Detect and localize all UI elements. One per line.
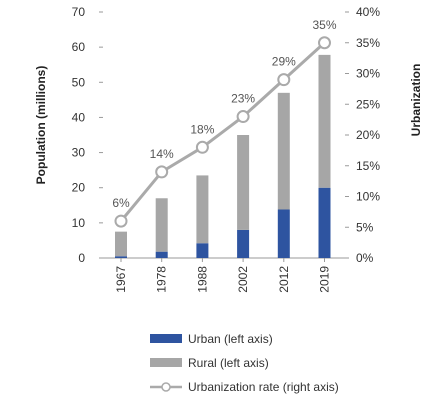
labels-layer: 6% 14% 18% 23% 29% 35% bbox=[112, 18, 337, 210]
legend-rural-label: Rural (left axis) bbox=[188, 356, 269, 370]
x-tick-label: 1967 bbox=[114, 266, 128, 293]
right-tick-label: 5% bbox=[356, 220, 374, 234]
legend-rate-marker bbox=[161, 382, 171, 392]
right-tick-label: 15% bbox=[356, 159, 380, 173]
right-axis-title: Urbanization bbox=[409, 64, 423, 137]
rate-data-label: 29% bbox=[272, 55, 296, 69]
right-tick-label: 0% bbox=[356, 251, 374, 265]
left-axis-title: Population (millions) bbox=[34, 66, 48, 185]
left-tick-label: 20 bbox=[72, 181, 86, 195]
urban-bar bbox=[155, 251, 168, 258]
x-tick-label: 2019 bbox=[318, 266, 332, 293]
left-tick-label: 30 bbox=[72, 146, 86, 160]
urbanization-line bbox=[119, 41, 326, 223]
urbanization-point bbox=[155, 165, 169, 179]
rural-bar bbox=[196, 175, 209, 244]
left-tick-label: 50 bbox=[72, 75, 86, 89]
urbanization-point bbox=[318, 36, 331, 50]
urban-bar bbox=[115, 256, 127, 258]
left-tick-label: 40 bbox=[72, 110, 86, 124]
urban-bar bbox=[318, 187, 331, 258]
x-tick-label: 2012 bbox=[277, 266, 291, 293]
urban-bar bbox=[196, 243, 209, 258]
left-tick-label: 60 bbox=[72, 40, 86, 54]
line-layer bbox=[114, 36, 331, 228]
rural-bar bbox=[277, 92, 290, 210]
right-tick-label: 10% bbox=[356, 190, 380, 204]
legend-layer: Urban (left axis) Rural (left axis) Urbani… bbox=[150, 332, 339, 394]
rate-data-label: 35% bbox=[312, 18, 336, 32]
left-tick-label: 0 bbox=[78, 251, 85, 265]
urban-bar bbox=[237, 229, 250, 258]
x-tick-label: 1988 bbox=[195, 266, 209, 293]
right-tick-label: 30% bbox=[356, 67, 380, 81]
legend-urban-label: Urban (left axis) bbox=[188, 332, 273, 346]
bars-layer bbox=[115, 54, 331, 258]
axes-layer: 0 10 20 30 40 50 60 70 0% 5% 10% 15% 20% 25% 30% 35% 40%… bbox=[34, 5, 423, 293]
urbanization-point bbox=[277, 73, 291, 87]
urbanization-point bbox=[114, 214, 128, 228]
urbanization-point bbox=[195, 140, 209, 154]
left-tick-label: 10 bbox=[72, 216, 86, 230]
rural-bar bbox=[237, 135, 250, 230]
urbanization-point bbox=[236, 110, 250, 124]
right-tick-label: 20% bbox=[356, 128, 380, 142]
rate-data-label: 14% bbox=[150, 147, 174, 161]
rate-data-label: 23% bbox=[231, 92, 255, 106]
x-tick-label: 2002 bbox=[236, 266, 250, 293]
rural-bar bbox=[115, 231, 127, 257]
left-tick-label: 70 bbox=[72, 5, 86, 19]
legend-rate-label: Urbanization rate (right axis) bbox=[188, 380, 339, 394]
urban-bar bbox=[277, 209, 290, 258]
rate-data-label: 6% bbox=[112, 196, 130, 210]
rate-data-label: 18% bbox=[190, 122, 214, 136]
right-tick-label: 35% bbox=[356, 36, 380, 50]
rural-bar bbox=[318, 54, 331, 188]
legend-rural-swatch bbox=[150, 358, 182, 367]
right-tick-label: 25% bbox=[356, 97, 380, 111]
rural-bar bbox=[155, 198, 168, 252]
x-tick-label: 1978 bbox=[155, 266, 169, 293]
legend-urban-swatch bbox=[150, 334, 182, 343]
right-tick-label: 40% bbox=[356, 5, 380, 19]
